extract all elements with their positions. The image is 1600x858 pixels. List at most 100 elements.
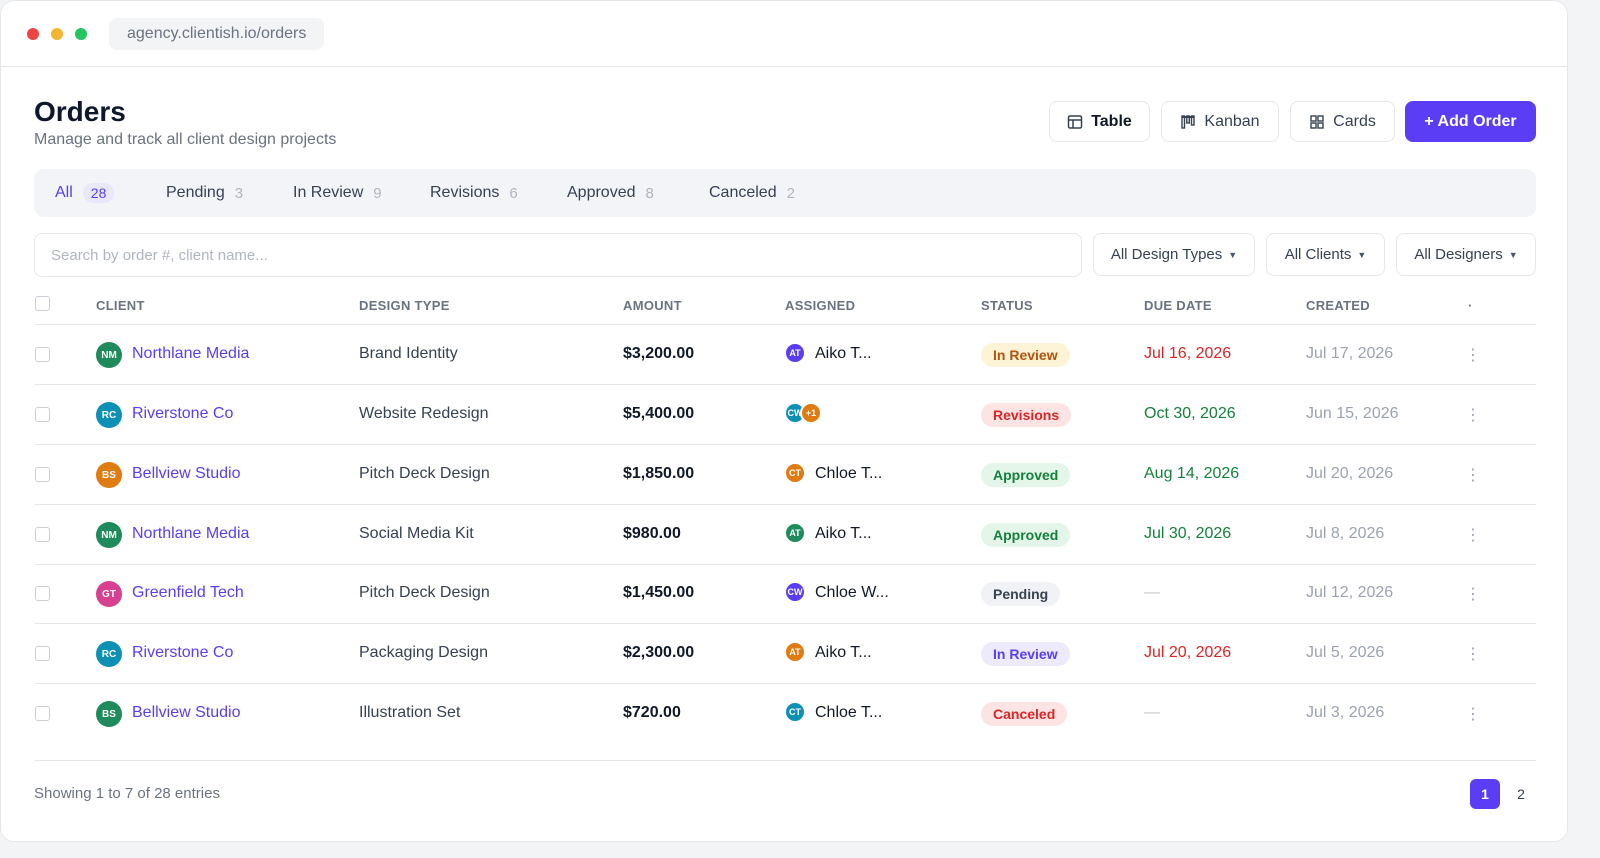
- row-checkbox[interactable]: [35, 527, 50, 542]
- row-checkbox[interactable]: [35, 407, 50, 422]
- more-actions-icon[interactable]: ⋮: [1465, 467, 1481, 484]
- assignee-name: Aiko T...: [815, 525, 872, 542]
- more-actions-icon[interactable]: ⋮: [1465, 706, 1481, 723]
- status-badge: Pending: [981, 582, 1061, 606]
- tab-approved[interactable]: Approved 8: [567, 169, 654, 217]
- tab-in-review[interactable]: In Review 9: [293, 169, 382, 217]
- select-all-checkbox[interactable]: [35, 296, 50, 311]
- created-date: Jul 5, 2026: [1306, 644, 1385, 661]
- row-checkbox[interactable]: [35, 586, 50, 601]
- design-type: Pitch Deck Design: [359, 584, 490, 601]
- status-badge: Approved: [981, 463, 1071, 487]
- designer-filter[interactable]: All Designers ▼: [1396, 233, 1536, 276]
- assignee-avatar: CT: [784, 701, 806, 723]
- design-type-filter[interactable]: All Design Types ▼: [1093, 233, 1255, 276]
- client-avatar: RC: [96, 641, 122, 667]
- client-link[interactable]: Northlane Media: [132, 525, 250, 542]
- client-link[interactable]: Bellview Studio: [132, 704, 241, 721]
- column-header-client[interactable]: CLIENT: [96, 298, 145, 313]
- column-header-due-date[interactable]: DUE DATE: [1144, 298, 1212, 313]
- search-input[interactable]: [34, 233, 1082, 277]
- filter-label: All Clients: [1284, 246, 1352, 263]
- more-actions-icon[interactable]: ⋮: [1465, 527, 1481, 544]
- status-tabs: All 28 Pending 3 In Review 9 Revisions 6…: [34, 169, 1536, 217]
- filter-label: All Designers: [1414, 246, 1503, 263]
- row-checkbox[interactable]: [35, 467, 50, 482]
- client-avatar: BS: [96, 701, 122, 727]
- due-date: Aug 14, 2026: [1144, 465, 1240, 482]
- status-badge: Approved: [981, 523, 1071, 547]
- maximize-window-dot[interactable]: [75, 27, 87, 40]
- add-order-button[interactable]: + Add Order: [1405, 101, 1536, 142]
- page-button-2[interactable]: 2: [1517, 786, 1525, 802]
- design-type: Brand Identity: [359, 345, 458, 362]
- pagination-summary: Showing 1 to 7 of 28 entries: [34, 785, 220, 802]
- row-checkbox[interactable]: [35, 646, 50, 661]
- column-header-amount[interactable]: AMOUNT: [623, 298, 682, 313]
- tab-count: 28: [82, 183, 115, 203]
- more-actions-icon[interactable]: ⋮: [1465, 407, 1481, 424]
- tab-revisions[interactable]: Revisions 6: [430, 169, 518, 217]
- table-row[interactable]: RC Riverstone Co Website Redesign $5,400…: [34, 385, 1536, 445]
- created-date: Jul 3, 2026: [1306, 704, 1385, 721]
- browser-window: agency.clientish.io/orders Orders Manage…: [0, 0, 1568, 842]
- client-link[interactable]: Northlane Media: [132, 345, 250, 362]
- column-header-design-type[interactable]: DESIGN TYPE: [359, 298, 450, 313]
- kanban-icon: [1181, 114, 1196, 129]
- page-button-1[interactable]: 1: [1470, 779, 1500, 809]
- client-link[interactable]: Bellview Studio: [132, 465, 241, 482]
- table-row[interactable]: GT Greenfield Tech Pitch Deck Design $1,…: [34, 564, 1536, 624]
- assignee-name: Chloe T...: [815, 465, 883, 482]
- design-type: Pitch Deck Design: [359, 465, 490, 482]
- tab-pending[interactable]: Pending 3: [166, 169, 243, 217]
- more-actions-icon[interactable]: ⋮: [1465, 347, 1481, 364]
- table-row[interactable]: RC Riverstone Co Packaging Design $2,300…: [34, 624, 1536, 684]
- table-row[interactable]: NM Northlane Media Social Media Kit $980…: [34, 505, 1536, 565]
- tab-count: 9: [373, 184, 382, 202]
- minimize-window-dot[interactable]: [51, 27, 63, 40]
- row-checkbox[interactable]: [35, 347, 50, 362]
- tab-count: 3: [234, 184, 244, 202]
- view-table-label: Table: [1091, 112, 1132, 130]
- tab-label: Pending: [166, 184, 225, 201]
- column-header-actions: ·: [1468, 298, 1473, 313]
- tab-all[interactable]: All 28: [55, 169, 115, 217]
- caret-down-icon: ▼: [1508, 249, 1518, 260]
- tab-label: All: [55, 184, 73, 201]
- design-type: Social Media Kit: [359, 525, 474, 542]
- due-date: Oct 30, 2026: [1144, 405, 1236, 422]
- view-table-button[interactable]: Table: [1049, 101, 1150, 142]
- created-date: Jul 20, 2026: [1306, 465, 1394, 482]
- status-badge: Revisions: [981, 403, 1072, 427]
- view-cards-button[interactable]: Cards: [1290, 101, 1395, 142]
- column-header-assigned[interactable]: ASSIGNED: [785, 298, 856, 313]
- table-row[interactable]: BS Bellview Studio Pitch Deck Design $1,…: [34, 445, 1536, 505]
- view-kanban-button[interactable]: Kanban: [1161, 101, 1279, 142]
- column-header-status[interactable]: STATUS: [981, 298, 1033, 313]
- client-avatar: GT: [96, 581, 122, 607]
- assignee-avatar: CT: [784, 462, 806, 484]
- caret-down-icon: ▼: [1357, 249, 1367, 260]
- amount: $1,850.00: [623, 465, 695, 482]
- address-bar[interactable]: agency.clientish.io/orders: [109, 17, 325, 50]
- design-type: Packaging Design: [359, 644, 488, 661]
- column-header-created[interactable]: CREATED: [1306, 298, 1370, 313]
- status-badge: In Review: [981, 642, 1070, 666]
- client-link[interactable]: Riverstone Co: [132, 644, 234, 661]
- amount: $5,400.00: [623, 405, 695, 422]
- assignee-name: Aiko T...: [815, 644, 872, 661]
- close-window-dot[interactable]: [27, 27, 39, 40]
- client-filter[interactable]: All Clients ▼: [1266, 233, 1385, 276]
- table-row[interactable]: BS Bellview Studio Illustration Set $720…: [34, 684, 1536, 744]
- extra-assignees-badge[interactable]: +1: [800, 402, 822, 424]
- browser-titlebar: agency.clientish.io/orders: [1, 1, 1567, 67]
- table-row[interactable]: NM Northlane Media Brand Identity $3,200…: [34, 325, 1536, 385]
- assignee-name: Chloe W...: [815, 584, 889, 601]
- tab-canceled[interactable]: Canceled 2: [709, 169, 795, 217]
- more-actions-icon[interactable]: ⋮: [1465, 586, 1481, 603]
- client-link[interactable]: Riverstone Co: [132, 405, 234, 422]
- more-actions-icon[interactable]: ⋮: [1465, 646, 1481, 663]
- row-checkbox[interactable]: [35, 706, 50, 721]
- amount: $1,450.00: [623, 584, 695, 601]
- client-link[interactable]: Greenfield Tech: [132, 584, 244, 601]
